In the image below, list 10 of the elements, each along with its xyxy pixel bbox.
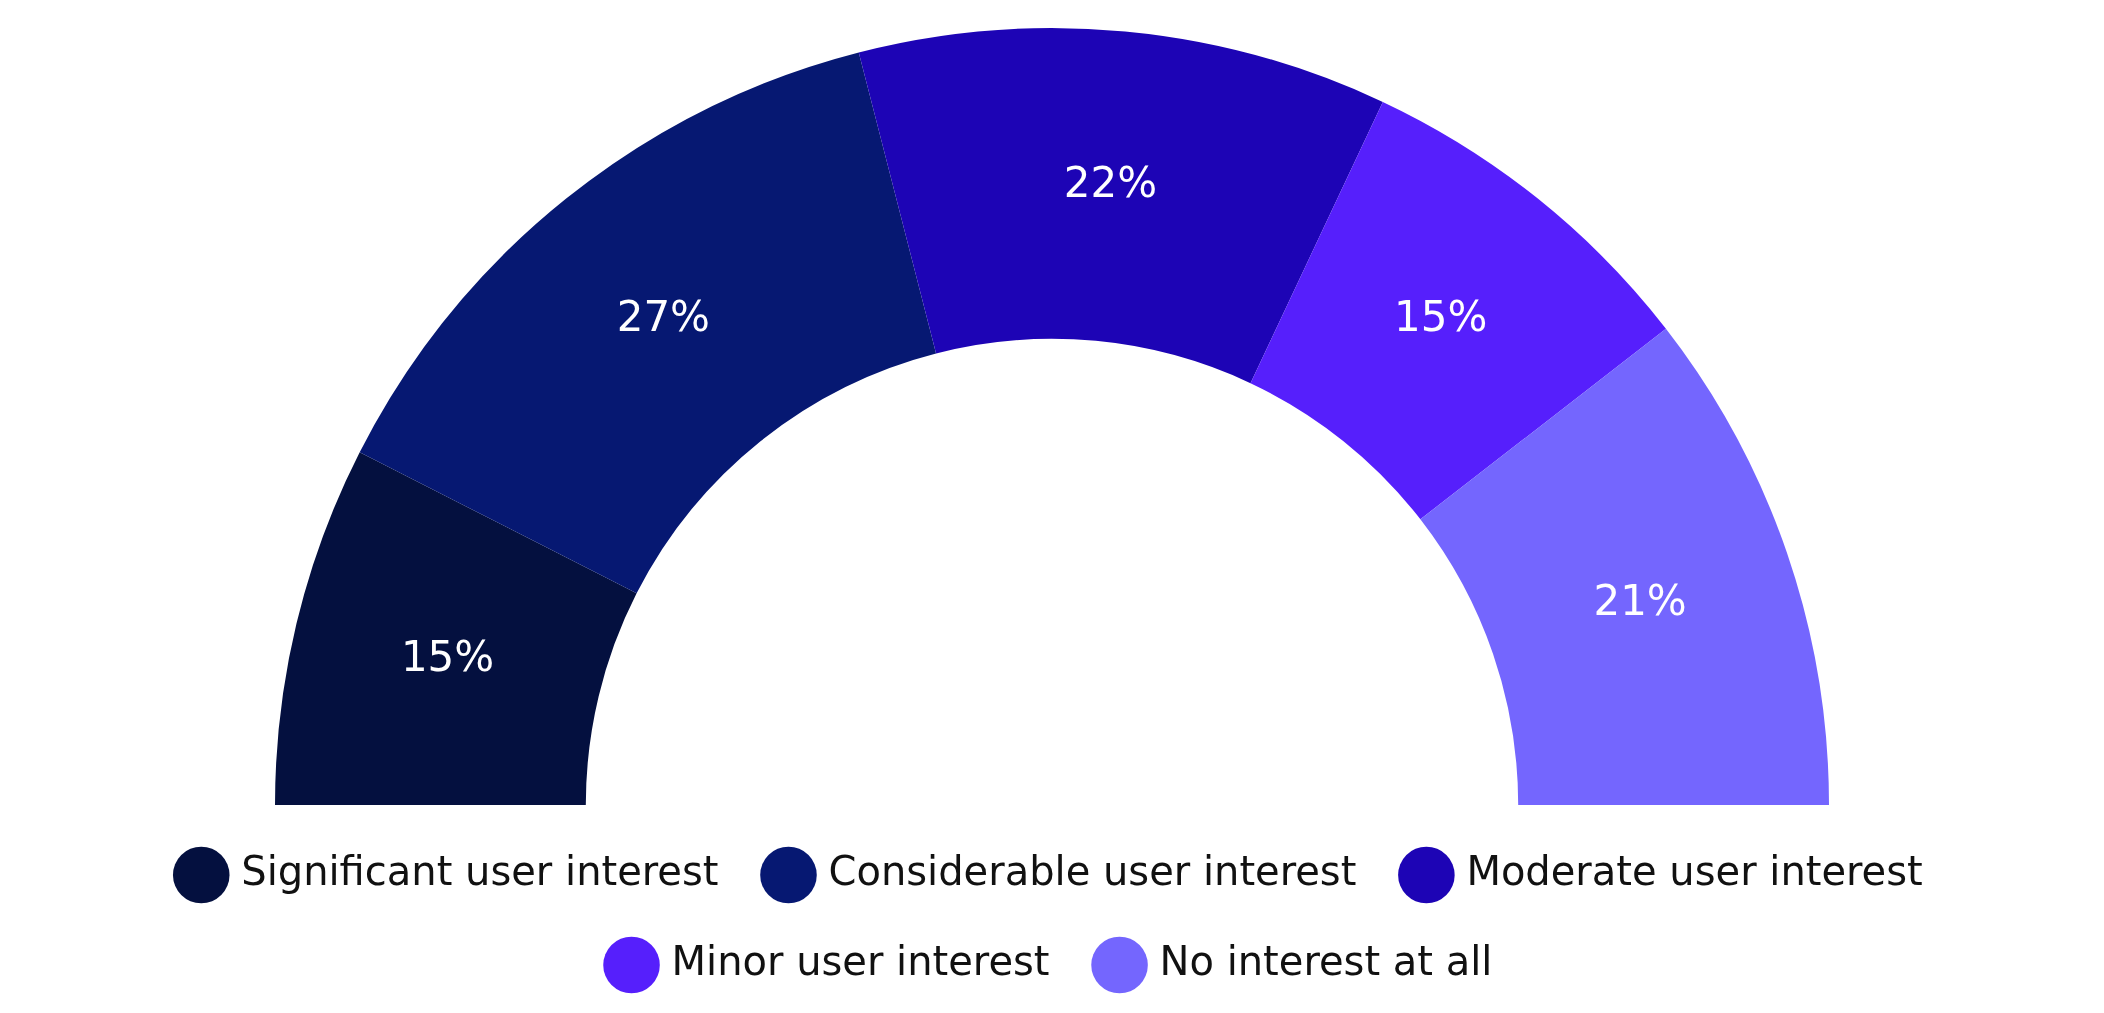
data-label: 15% bbox=[1393, 291, 1488, 341]
data-label: 27% bbox=[616, 291, 711, 341]
legend-label: No interest at all bbox=[1159, 938, 1493, 985]
data-label: 15% bbox=[400, 631, 495, 681]
data-label: 21% bbox=[1593, 575, 1687, 625]
legend-label: Significant user interest bbox=[241, 848, 719, 895]
legend-label: Minor user interest bbox=[671, 938, 1050, 985]
legend-label: Moderate user interest bbox=[1466, 848, 1923, 895]
data-label: 22% bbox=[1063, 158, 1158, 208]
legend-label: Considerable user interest bbox=[828, 848, 1357, 895]
